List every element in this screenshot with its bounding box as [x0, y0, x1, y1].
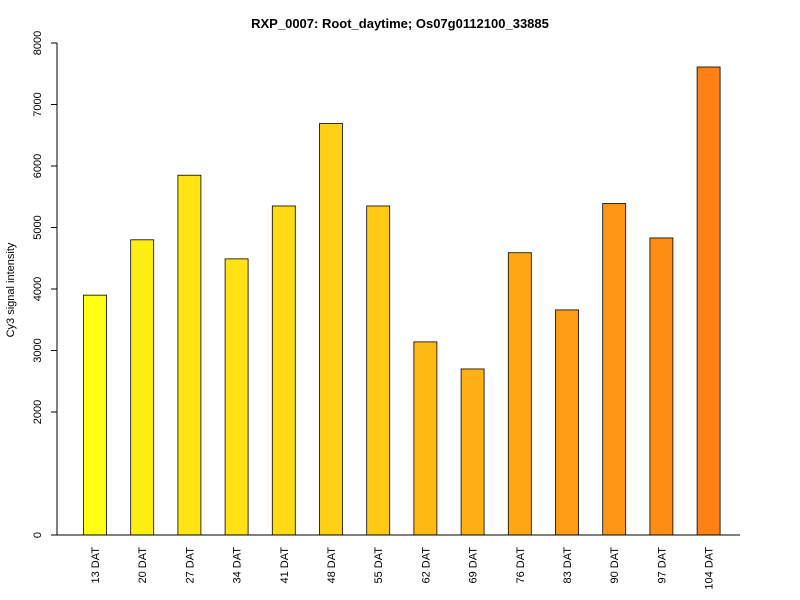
bar [507, 252, 532, 536]
y-tick-label: 6000 [32, 154, 44, 178]
x-tick-label: 48 DAT [326, 547, 338, 584]
bar [177, 174, 202, 536]
y-tick-label: 5000 [32, 215, 44, 239]
bar [83, 294, 107, 536]
bar [649, 237, 674, 536]
x-tick-label: 97 DAT [656, 547, 668, 584]
bar [319, 123, 343, 536]
x-tick-label: 69 DAT [468, 547, 480, 584]
y-tick-label: 0 [32, 532, 44, 538]
bar [224, 258, 249, 536]
y-tick-label: 7000 [32, 92, 44, 116]
x-axis-tick-labels: 13 DAT 20 DAT 27 DAT 34 DAT 41 DAT 48 DAT 55 D… [90, 547, 716, 590]
bars [83, 66, 721, 536]
bar [366, 205, 391, 536]
y-tick-label: 3000 [32, 338, 44, 362]
x-tick-label: 34 DAT [232, 547, 244, 584]
y-axis: 0 2000 3000 4000 5000 6000 7000 8000 [32, 31, 58, 538]
bar [271, 205, 296, 536]
y-tick-label: 8000 [32, 31, 44, 55]
x-tick-label: 104 DAT [704, 547, 716, 590]
bar [413, 341, 438, 536]
x-tick-label: 41 DAT [279, 547, 291, 584]
x-tick-label: 27 DAT [184, 547, 196, 584]
x-tick-label: 62 DAT [420, 547, 432, 584]
y-axis-label: Cy3 signal intensity [5, 242, 17, 337]
y-tick-label: 4000 [32, 277, 44, 301]
x-tick-label: 55 DAT [373, 547, 385, 584]
bar [696, 66, 721, 536]
x-tick-label: 90 DAT [609, 547, 621, 584]
x-tick-label: 76 DAT [515, 547, 527, 584]
bar [555, 309, 579, 536]
x-tick-label: 13 DAT [90, 547, 102, 584]
bar [130, 239, 155, 536]
chart-title: RXP_0007: Root_daytime; Os07g0112100_338… [251, 16, 549, 31]
y-tick-label: 2000 [32, 400, 44, 424]
bar [460, 368, 485, 536]
bar [602, 203, 627, 536]
x-tick-label: 83 DAT [562, 547, 574, 584]
x-tick-label: 20 DAT [137, 547, 149, 584]
